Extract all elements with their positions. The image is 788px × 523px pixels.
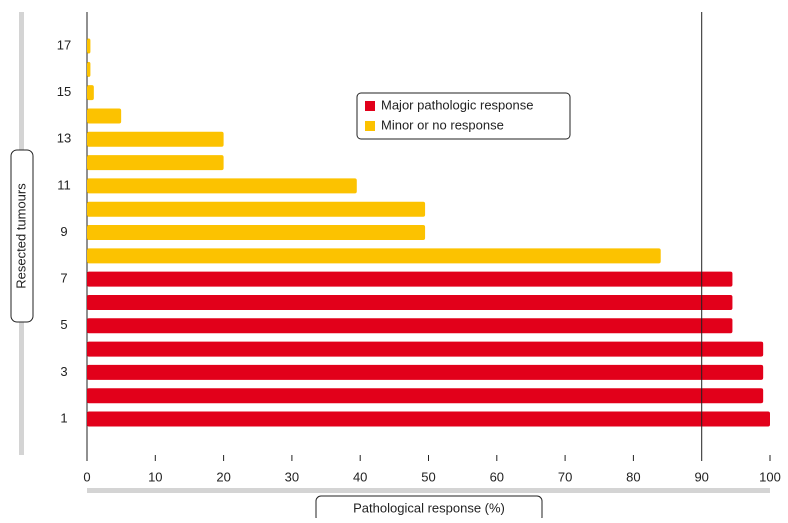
bar [87,38,91,54]
y-tick-label: 17 [57,37,71,52]
bar [87,318,733,334]
y-label: Resected tumours [10,149,34,323]
bar [87,411,770,427]
x-tick-label: 90 [694,469,708,484]
y-tick-label: 1 [60,410,67,425]
x-tick-label: 50 [421,469,435,484]
x-tick-label: 100 [759,469,781,484]
bar [87,248,661,264]
bar [87,201,426,217]
y-label-box [10,149,34,323]
bar [87,61,91,77]
y-tick-label: 9 [60,224,67,239]
x-tick-label: 70 [558,469,572,484]
bar [87,294,733,310]
bar [87,364,764,380]
x-tick-label: 80 [626,469,640,484]
x-tick-label: 40 [353,469,367,484]
legend-label: Minor or no response [381,117,504,132]
y-tick-label: 13 [57,131,71,146]
bar [87,178,357,194]
x-tick-label: 20 [216,469,230,484]
bar [87,341,764,357]
bar [87,131,224,147]
bar [87,225,426,240]
legend-swatch [365,101,375,111]
bar [87,85,94,101]
legend-swatch [365,121,375,131]
x-tick-label: 30 [285,469,299,484]
x-tick-label: 10 [148,469,162,484]
legend: Major pathologic response Minor or no res… [356,92,571,140]
x-axis-band [87,488,770,493]
x-tick-label: 0 [83,469,90,484]
x-axis-title: Pathological response (%) [353,500,505,515]
bar [87,388,764,404]
x-label: Pathological response (%) [315,495,543,523]
y-axis-title: Resected tumours [13,183,28,289]
bar [87,271,733,287]
y-tick-label: 5 [60,317,67,332]
y-tick-label: 11 [57,177,71,192]
y-tick-label: 15 [57,84,71,99]
bar [87,155,224,171]
y-tick-label: 7 [60,271,67,286]
x-tick-label: 60 [490,469,504,484]
y-tick-label: 3 [60,364,67,379]
bar [87,108,122,124]
legend-box [356,92,571,140]
legend-label: Major pathologic response [381,97,533,112]
